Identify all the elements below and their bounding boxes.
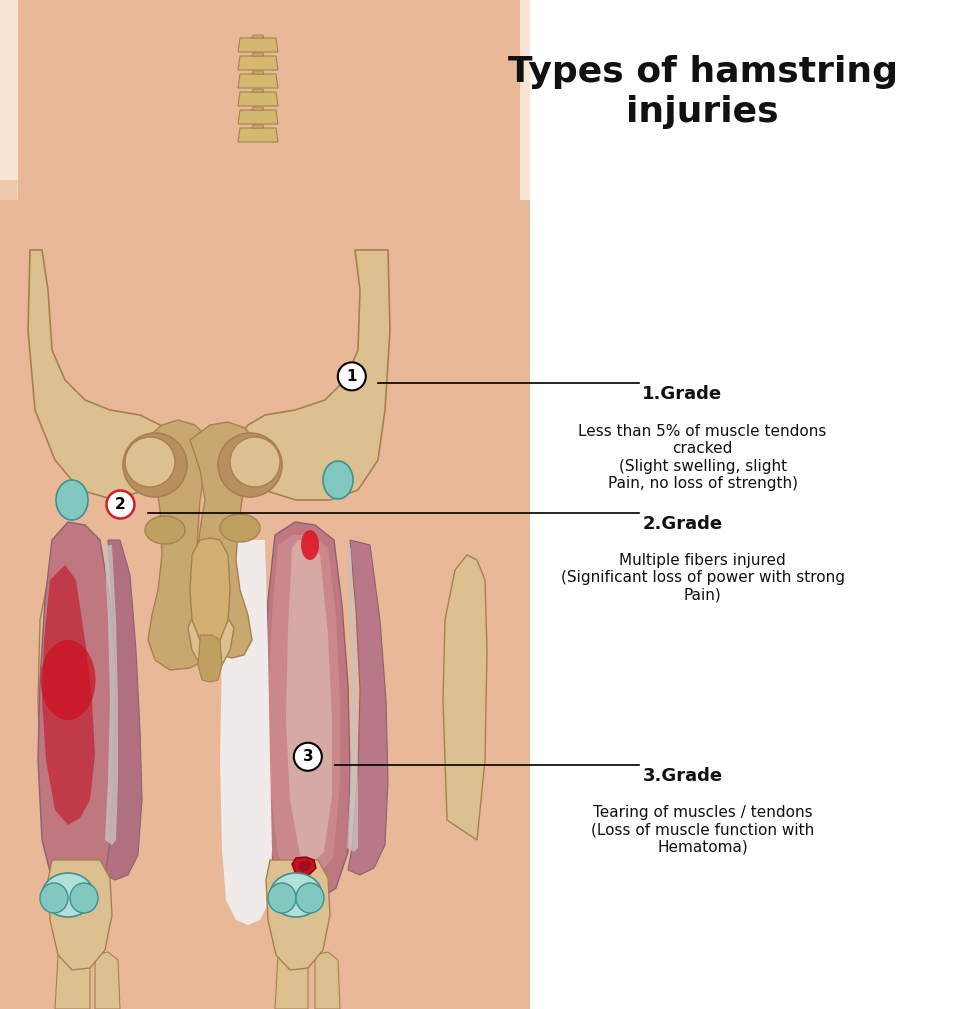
Ellipse shape — [145, 516, 185, 544]
Polygon shape — [0, 180, 70, 1009]
Polygon shape — [188, 615, 234, 668]
Polygon shape — [275, 955, 308, 1009]
Ellipse shape — [42, 873, 94, 917]
Polygon shape — [443, 555, 487, 840]
Polygon shape — [55, 955, 90, 1009]
Polygon shape — [48, 860, 112, 970]
Circle shape — [337, 362, 366, 390]
Polygon shape — [234, 250, 390, 500]
Polygon shape — [190, 422, 255, 658]
Circle shape — [230, 437, 280, 487]
Text: 1.Grade: 1.Grade — [642, 385, 723, 404]
Polygon shape — [347, 548, 358, 852]
Ellipse shape — [296, 883, 324, 913]
Ellipse shape — [56, 480, 88, 520]
Circle shape — [293, 743, 322, 771]
Polygon shape — [238, 57, 278, 70]
Polygon shape — [355, 200, 530, 1009]
Polygon shape — [555, 0, 955, 1009]
Polygon shape — [104, 545, 118, 845]
Polygon shape — [0, 0, 530, 1009]
Text: 1: 1 — [347, 369, 357, 383]
Polygon shape — [28, 250, 175, 500]
Polygon shape — [252, 35, 264, 38]
Polygon shape — [95, 952, 120, 1009]
Circle shape — [106, 490, 135, 519]
Polygon shape — [38, 522, 122, 895]
Polygon shape — [238, 128, 278, 142]
Text: Less than 5% of muscle tendons
cracked
(Slight swelling, slight
Pain, no loss of: Less than 5% of muscle tendons cracked (… — [578, 424, 827, 491]
Ellipse shape — [40, 640, 96, 720]
Text: 2: 2 — [115, 497, 126, 512]
Polygon shape — [252, 89, 264, 92]
Circle shape — [123, 433, 187, 497]
Polygon shape — [266, 860, 330, 970]
Ellipse shape — [270, 873, 322, 917]
Text: 2.Grade: 2.Grade — [642, 515, 723, 533]
Polygon shape — [252, 71, 264, 74]
Text: Types of hamstring
injuries: Types of hamstring injuries — [508, 55, 898, 129]
Ellipse shape — [40, 883, 68, 913]
Polygon shape — [105, 540, 142, 880]
Polygon shape — [268, 535, 340, 878]
Polygon shape — [220, 540, 272, 925]
Text: 3.Grade: 3.Grade — [642, 767, 723, 785]
Polygon shape — [264, 522, 350, 900]
Ellipse shape — [70, 883, 98, 913]
Polygon shape — [238, 110, 278, 124]
Polygon shape — [252, 107, 264, 110]
Polygon shape — [145, 420, 212, 670]
Ellipse shape — [220, 514, 260, 542]
Text: Tearing of muscles / tendons
(Loss of muscle function with
Hematoma): Tearing of muscles / tendons (Loss of mu… — [591, 805, 815, 855]
Polygon shape — [198, 635, 222, 682]
Ellipse shape — [301, 530, 319, 560]
Polygon shape — [190, 538, 230, 645]
Polygon shape — [286, 540, 332, 862]
Text: Multiple fibers injured
(Significant loss of power with strong
Pain): Multiple fibers injured (Significant los… — [560, 553, 845, 602]
Circle shape — [125, 437, 175, 487]
Polygon shape — [238, 92, 278, 106]
Polygon shape — [42, 565, 95, 825]
Polygon shape — [238, 74, 278, 88]
Polygon shape — [10, 0, 528, 1009]
Polygon shape — [252, 53, 264, 57]
Polygon shape — [140, 200, 430, 1009]
Polygon shape — [252, 125, 264, 128]
Polygon shape — [0, 200, 165, 1009]
Polygon shape — [298, 860, 312, 872]
Circle shape — [218, 433, 282, 497]
Polygon shape — [292, 857, 316, 876]
Text: 3: 3 — [302, 750, 314, 764]
Polygon shape — [38, 555, 82, 840]
Ellipse shape — [323, 461, 353, 499]
Polygon shape — [315, 952, 340, 1009]
Polygon shape — [348, 540, 388, 875]
Ellipse shape — [268, 883, 296, 913]
Polygon shape — [238, 38, 278, 52]
